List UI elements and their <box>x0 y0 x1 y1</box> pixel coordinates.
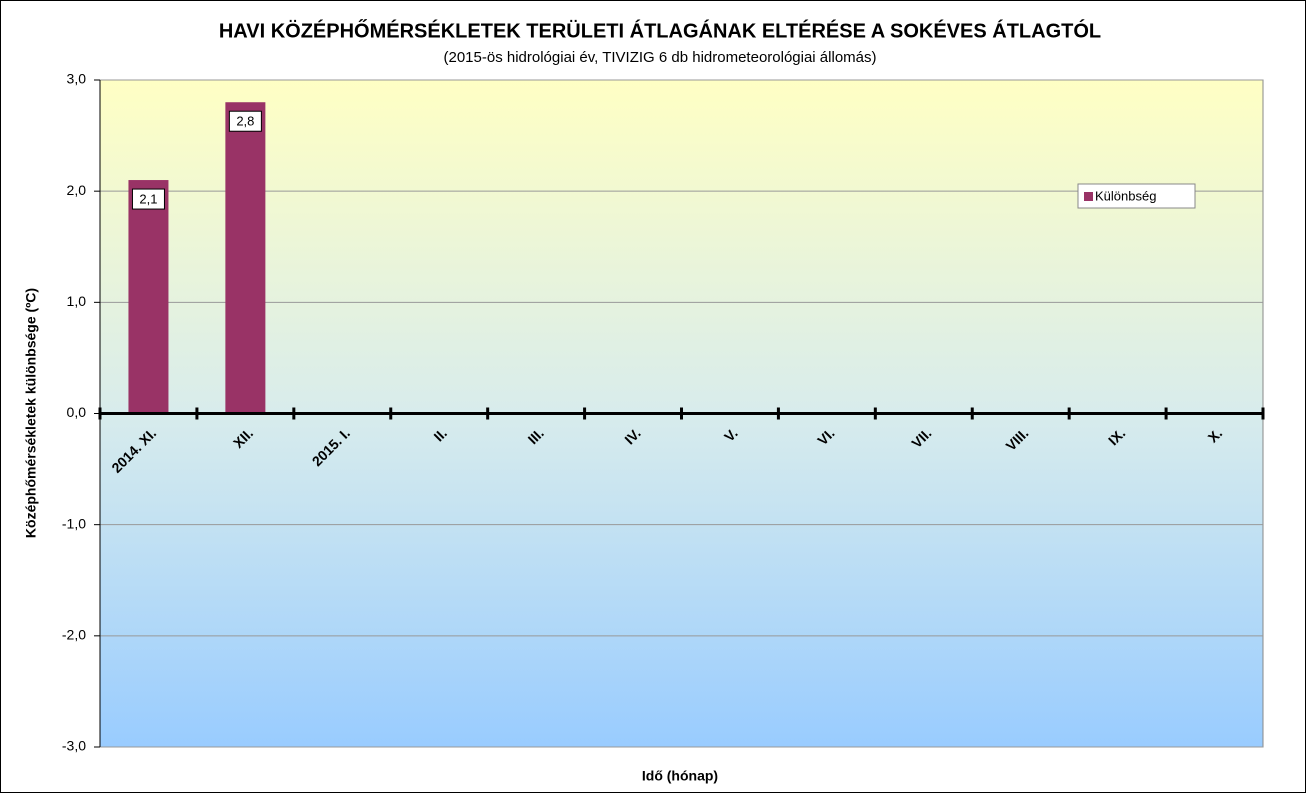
y-tick-label: -2,0 <box>62 627 86 643</box>
chart-subtitle: (2015-ös hidrológiai év, TIVIZIG 6 db hi… <box>444 49 877 66</box>
data-label-box <box>131 188 165 210</box>
data-label: 2,8 <box>236 114 254 129</box>
chart-title: HAVI KÖZÉPHŐMÉRSÉKLETEK TERÜLETI ÁTLAGÁN… <box>219 18 1101 42</box>
y-tick-label: 1,0 <box>67 293 87 309</box>
y-tick-label: 2,0 <box>67 182 87 198</box>
data-label-box <box>228 110 262 132</box>
legend-label: Különbség <box>1095 188 1156 203</box>
data-label: 2,1 <box>139 191 157 206</box>
legend-swatch <box>1084 192 1093 201</box>
y-tick-label: -1,0 <box>62 515 86 531</box>
bar <box>225 102 266 414</box>
x-axis-label: Idő (hónap) <box>642 768 718 784</box>
y-axis-label: Középhőmérsékletek különbsége (ºC) <box>23 288 39 538</box>
legend-box <box>1077 183 1196 209</box>
y-tick-label: 0,0 <box>67 404 87 420</box>
bar <box>128 180 169 414</box>
y-tick-label: -3,0 <box>62 738 86 754</box>
y-tick-label: 3,0 <box>67 71 87 87</box>
